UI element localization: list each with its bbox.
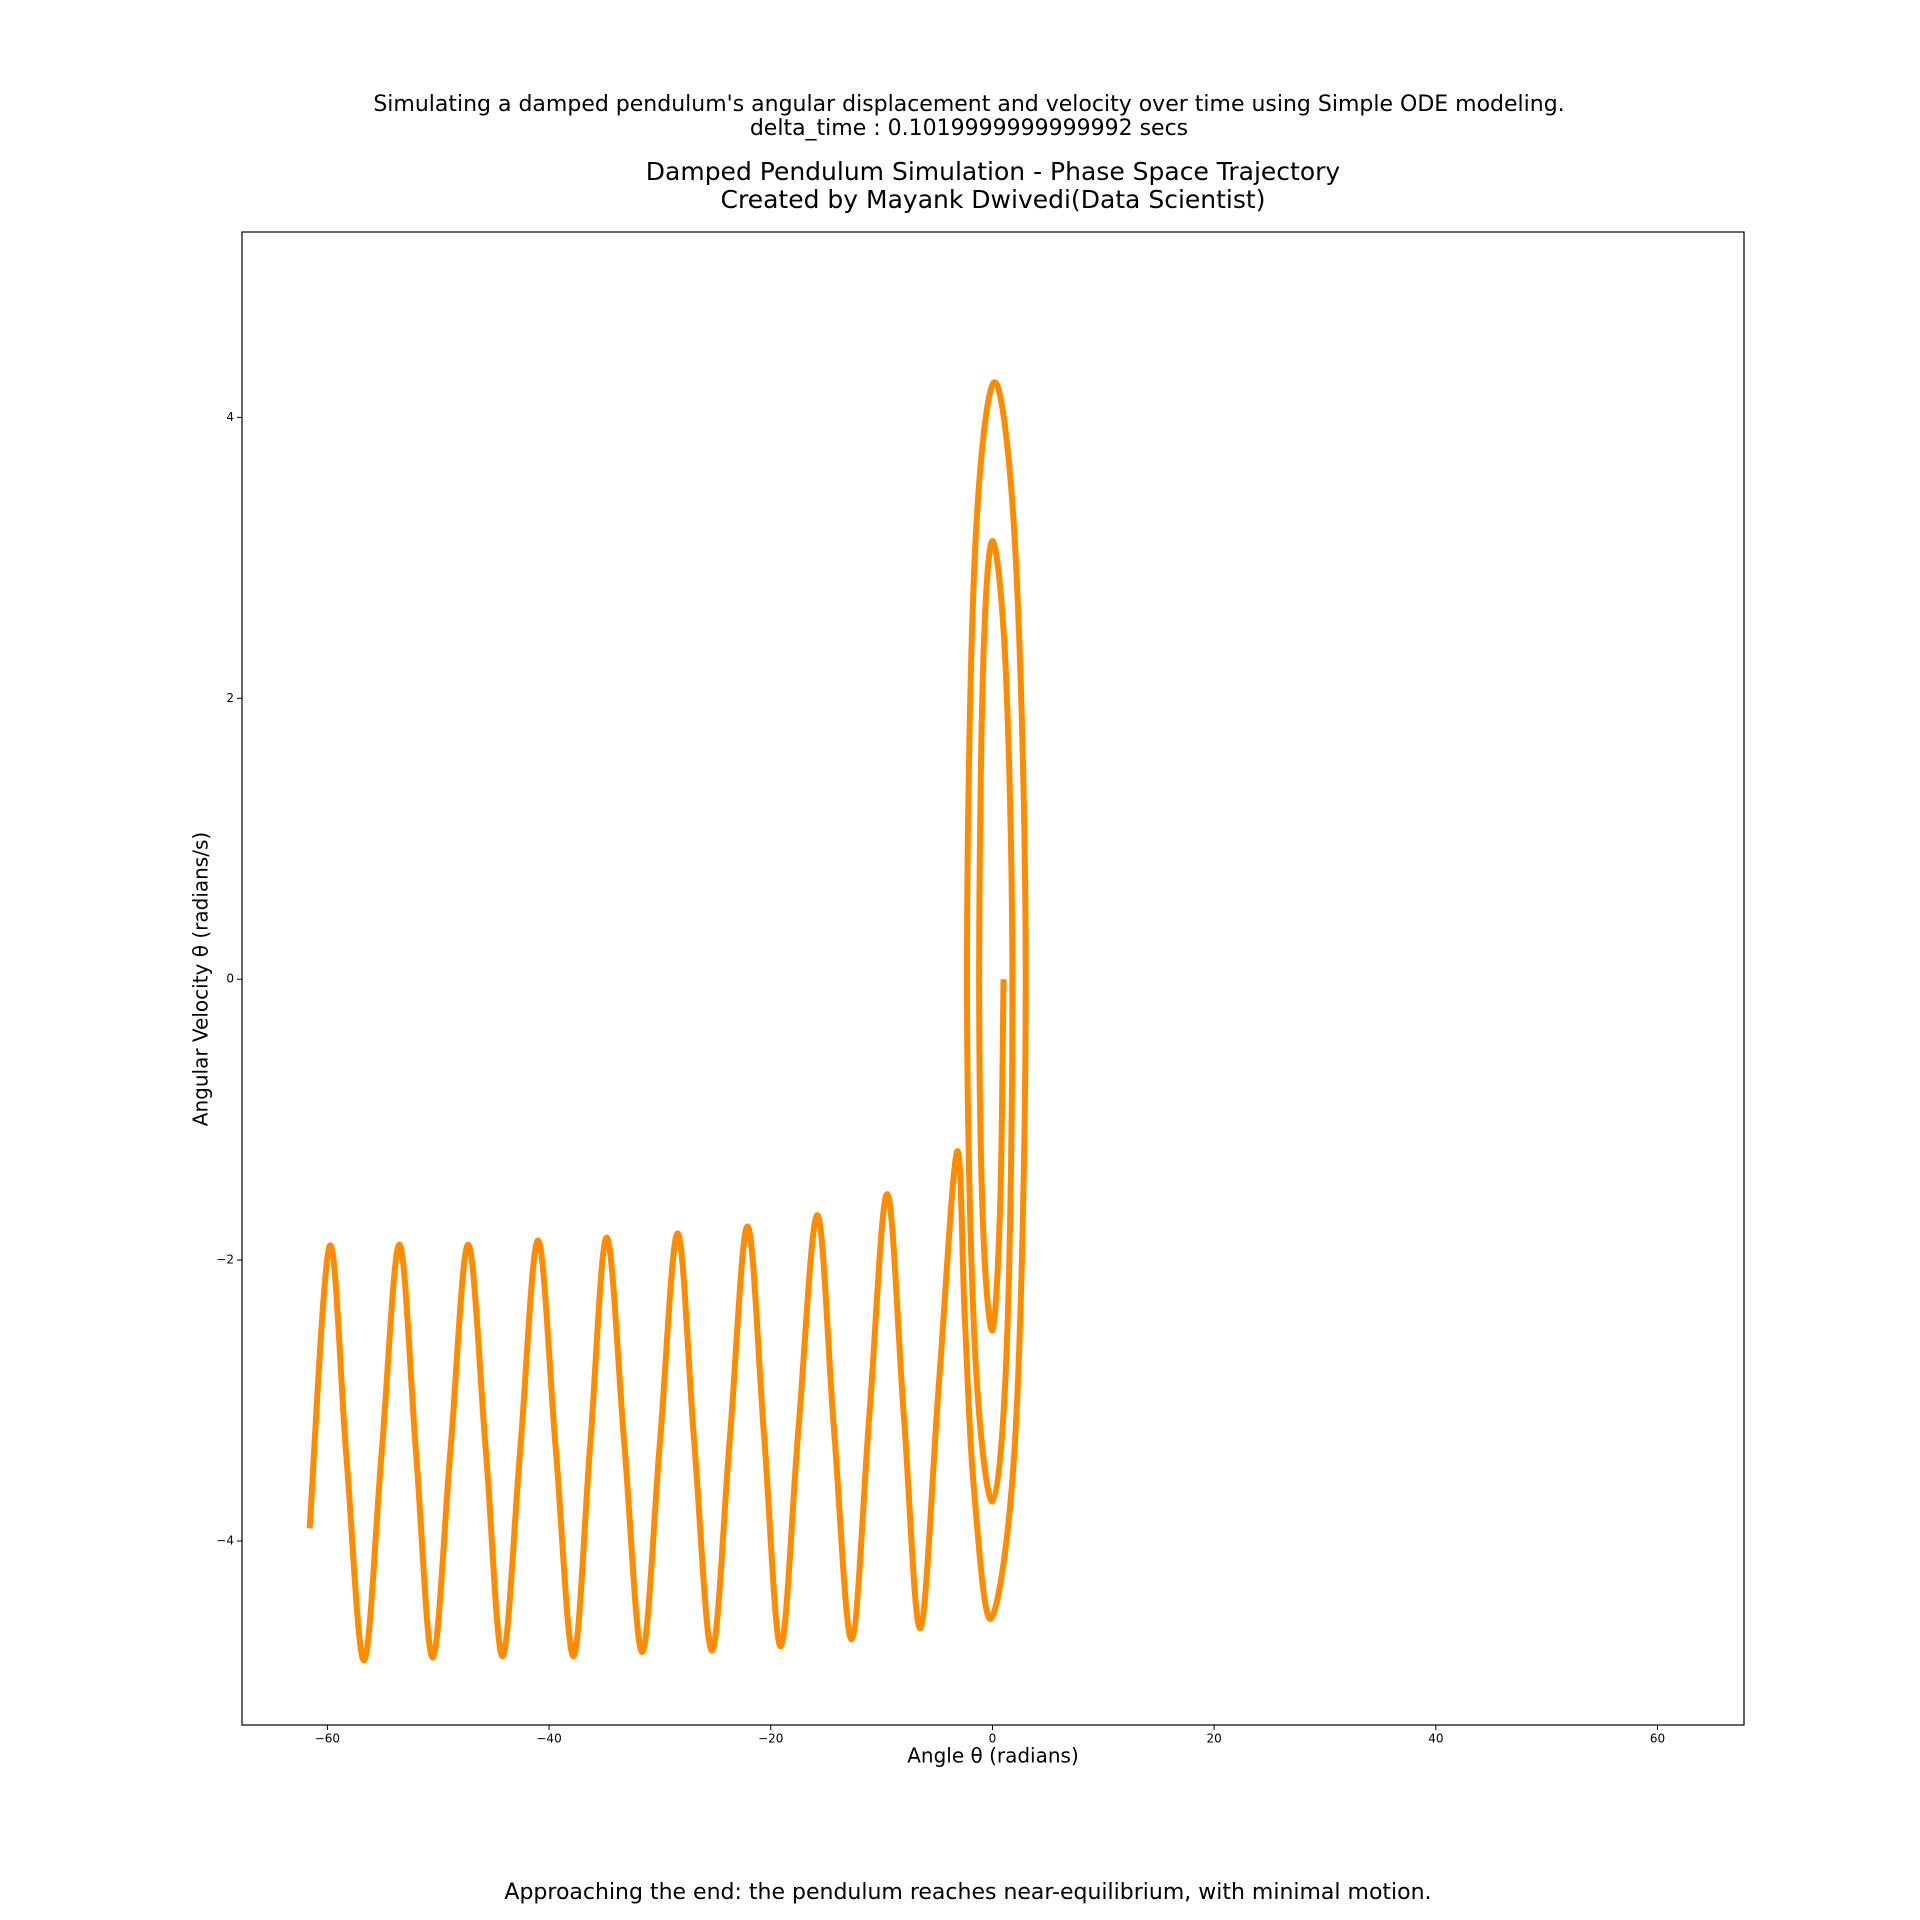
y-tick-label: 0 xyxy=(226,972,234,986)
x-tick-label: −40 xyxy=(536,1732,561,1746)
x-tick-label: −20 xyxy=(758,1732,783,1746)
suptitle: delta_time : 0.1019999999999992 secs xyxy=(750,116,1188,141)
y-tick-label: 2 xyxy=(226,691,234,705)
chart-title: Damped Pendulum Simulation - Phase Space… xyxy=(646,157,1341,186)
annotation: Approaching the end: the pendulum reache… xyxy=(504,1880,1431,1905)
x-tick-label: −60 xyxy=(315,1732,340,1746)
x-axis-label: Angle θ (radians) xyxy=(907,1744,1079,1768)
suptitle: Simulating a damped pendulum's angular d… xyxy=(373,92,1564,117)
trajectory-line xyxy=(306,379,1029,1664)
chart-title: Created by Mayank Dwivedi(Data Scientist… xyxy=(721,185,1266,214)
plot-frame xyxy=(241,231,1745,1726)
y-axis-label: Angular Velocity θ (radians/s) xyxy=(189,832,213,1126)
y-tick-label: 4 xyxy=(226,410,234,424)
x-tick-label: 60 xyxy=(1650,1732,1665,1746)
y-tick-label: −2 xyxy=(216,1253,234,1267)
y-tick-label: −4 xyxy=(216,1534,234,1548)
x-tick-label: 40 xyxy=(1428,1732,1443,1746)
x-tick-label: 0 xyxy=(989,1732,997,1746)
x-tick-label: 20 xyxy=(1207,1732,1222,1746)
